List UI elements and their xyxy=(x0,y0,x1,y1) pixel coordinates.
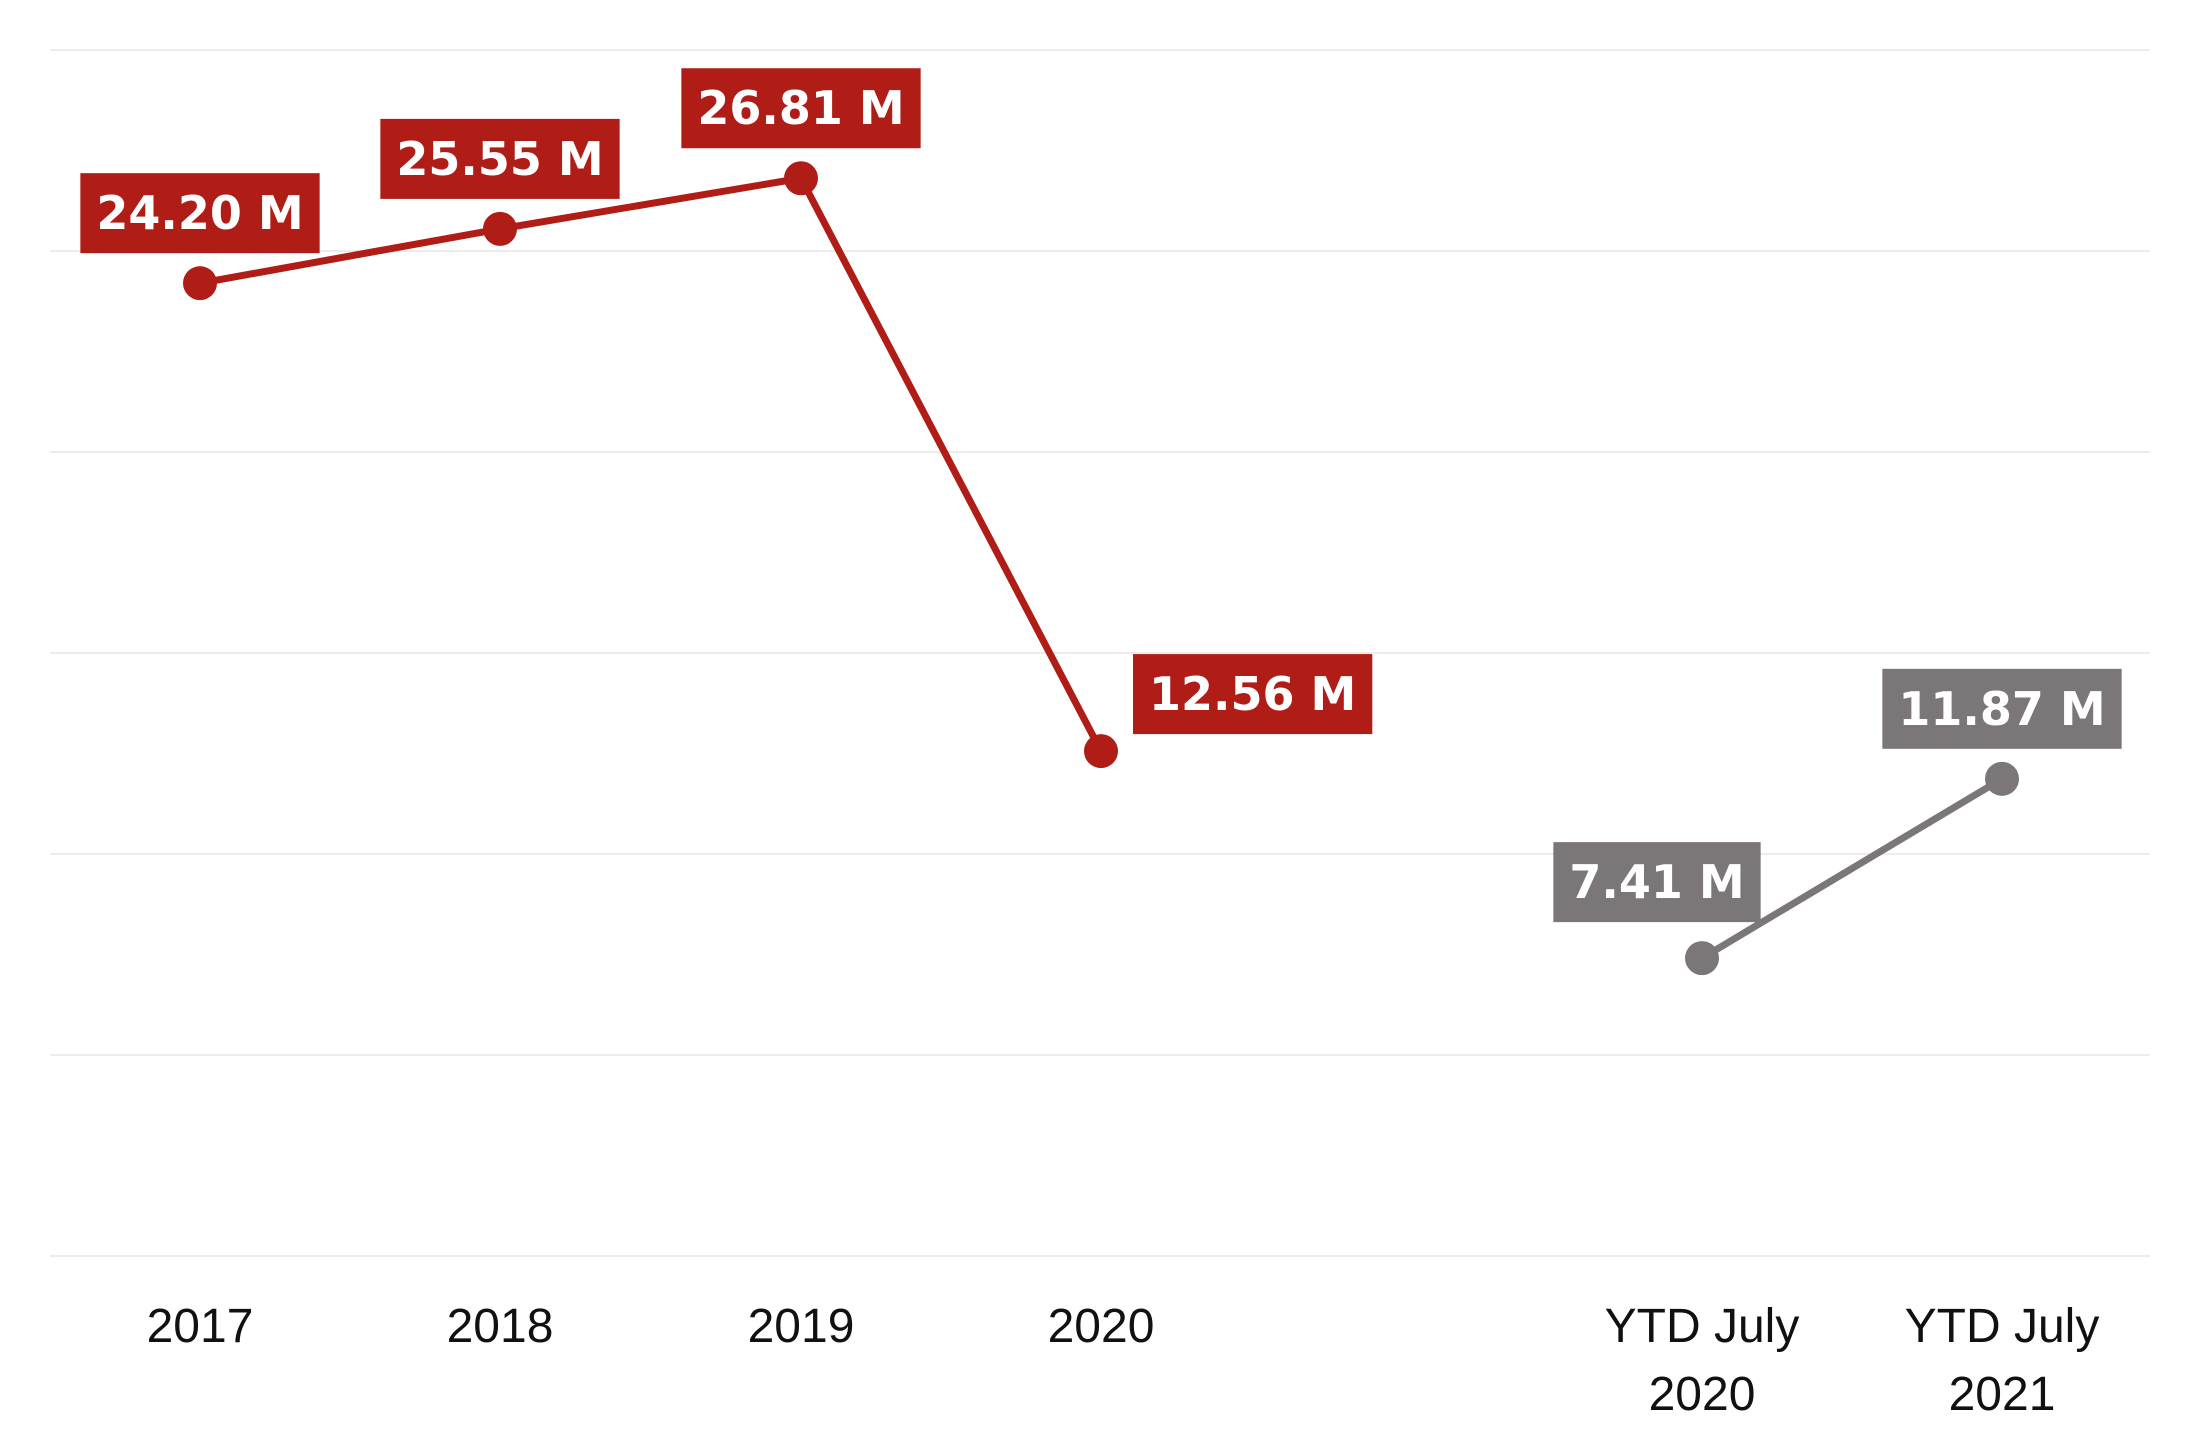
data-label: 25.55 M xyxy=(380,118,620,199)
data-point xyxy=(1084,734,1118,769)
data-label-box xyxy=(380,118,620,199)
data-label-text: 26.81 M xyxy=(697,81,904,135)
data-label-text: 11.87 M xyxy=(1898,682,2105,736)
data-label-box xyxy=(1882,668,2122,749)
x-axis: 2017 2018 2019 2020 YTD July 2020 YTD July 2021 xyxy=(147,1300,2100,1421)
data-label-text: 24.20 M xyxy=(96,186,303,240)
data-point xyxy=(784,161,818,196)
data-point xyxy=(1985,761,2019,796)
x-tick-label: 2020 xyxy=(1048,1300,1155,1353)
series-layer xyxy=(183,161,2019,976)
data-label-text: 25.55 M xyxy=(396,132,603,186)
data-label: 12.56 M xyxy=(1133,654,1373,735)
data-label: 24.20 M xyxy=(80,173,320,254)
data-label-box xyxy=(80,173,320,254)
data-label: 11.87 M xyxy=(1882,668,2122,749)
data-label-text: 12.56 M xyxy=(1149,667,1356,721)
series xyxy=(183,161,1118,769)
x-tick-label: YTD July 2021 xyxy=(1905,1300,2100,1421)
series-line xyxy=(199,174,1105,753)
data-label: 26.81 M xyxy=(681,68,921,149)
data-label-text: 7.41 M xyxy=(1569,855,1744,909)
data-label-box xyxy=(681,68,921,149)
series-line xyxy=(1700,775,2004,962)
series xyxy=(1685,761,2019,976)
x-tick-label: 2019 xyxy=(748,1300,855,1353)
data-point xyxy=(1685,941,1719,976)
data-label: 7.41 M xyxy=(1553,842,1761,923)
gridlines xyxy=(50,49,2150,1257)
data-point xyxy=(183,266,217,301)
data-label-box xyxy=(1133,654,1373,735)
data-label-box xyxy=(1553,842,1761,923)
data-labels: 24.20 M 25.55 M 26.81 M 12.56 M 7.41 M 11.87 … xyxy=(80,68,2122,923)
x-tick-label: 2017 xyxy=(147,1300,254,1353)
x-tick-label: YTD July 2020 xyxy=(1605,1300,1800,1421)
data-point xyxy=(483,211,517,246)
x-tick-label: 2018 xyxy=(447,1300,554,1353)
